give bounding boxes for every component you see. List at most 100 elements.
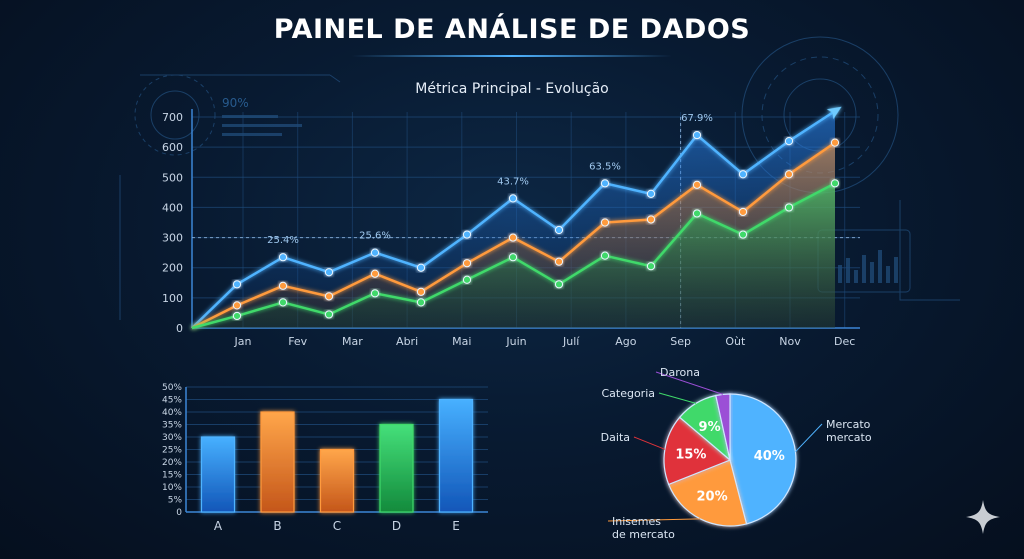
y-tick-label: 100 [162, 292, 183, 305]
data-point-orange [232, 301, 242, 310]
pie-legend-label: mercato [826, 431, 872, 444]
bar-x-tick-label: A [214, 519, 223, 533]
main-chart-y-ticks: 0 100 200 300 400 500 600 700 [162, 111, 183, 335]
data-point-orange [462, 259, 472, 268]
pie-legend-label: Darona [660, 366, 700, 379]
data-point-blue [232, 280, 242, 289]
x-tick-label: Ago [615, 335, 637, 348]
x-tick-label: Julí [562, 335, 580, 348]
y-tick-label: 300 [162, 232, 183, 245]
y-tick-label: 200 [162, 262, 183, 275]
data-point-blue [600, 179, 610, 188]
bar-a [200, 436, 236, 513]
pie-legend-label: Mercato [826, 418, 871, 431]
annotation-label: 67.9% [681, 113, 713, 124]
bar-y-tick-label: 20% [162, 458, 182, 468]
data-point-orange [416, 287, 426, 296]
x-tick-label: Juin [505, 335, 526, 348]
data-point-green [692, 209, 702, 218]
data-point-green [232, 311, 242, 321]
bar-y-tick-label: 10% [162, 483, 182, 493]
bar-chart-bars [200, 398, 474, 513]
data-point-blue [324, 268, 334, 277]
x-tick-label: Jan [234, 335, 252, 348]
data-point-green [738, 230, 748, 239]
annotation-label: 25.4% [267, 235, 299, 246]
bar-chart-x-ticks: A B C D E [214, 519, 460, 533]
main-chart-points [232, 106, 842, 321]
x-tick-label: Abri [396, 335, 418, 348]
data-point-blue [370, 248, 380, 257]
y-tick-label: 500 [162, 171, 183, 184]
bar-y-tick-label: 50% [162, 383, 182, 393]
bar-y-tick-label: 35% [162, 421, 182, 431]
data-point-blue [784, 137, 794, 146]
main-chart-x-ticks: Jan Fev Mar Abri Mai Juin Julí Ago Sep Oùt Nov Dec [234, 335, 856, 348]
y-tick-label: 700 [162, 111, 183, 124]
bar-chart-y-ticks: 0 5% 10% 15% 20% 25% 30% 35% 40% 45% 50% [162, 383, 182, 518]
bar-b [260, 411, 295, 513]
main-chart-areas [192, 111, 835, 328]
bar-d [379, 423, 414, 513]
data-point-orange [554, 257, 564, 266]
x-tick-label: Mar [342, 335, 363, 348]
pie-legend-label: de mercato [612, 528, 675, 541]
data-point-orange [324, 292, 334, 301]
pie-legend-label: Categoria [601, 387, 655, 400]
pie-chart-labels: 40% 20% 15% 9% [675, 420, 784, 504]
data-point-blue [738, 170, 748, 179]
x-tick-label: Mai [452, 335, 471, 348]
data-point-green [278, 298, 288, 307]
x-tick-label: Sep [670, 335, 691, 348]
pie-leader-line [655, 371, 724, 395]
trend-arrowhead [826, 106, 842, 120]
data-point-green [370, 289, 380, 298]
main-chart: Métrica Principal - Evolução 25.4% 25.6% 4… [162, 81, 860, 348]
bar-x-tick-label: D [392, 519, 401, 533]
data-point-orange [278, 281, 288, 290]
data-point-green [508, 253, 518, 262]
bar-c [319, 448, 355, 513]
bar-x-tick-label: B [273, 519, 281, 533]
pie-value-label: 20% [697, 489, 728, 504]
pie-legend-label: Inisemes [612, 515, 661, 528]
bar-y-tick-label: 25% [162, 446, 182, 456]
annotation-label: 63.5% [589, 161, 621, 172]
pie-legend-label: Daita [601, 431, 630, 444]
bar-y-tick-label: 30% [162, 433, 182, 443]
x-tick-label: Nov [779, 335, 801, 348]
pie-leader-line [658, 392, 697, 404]
pie-slice-red [663, 416, 732, 486]
bar-y-tick-label: 15% [162, 471, 182, 481]
title-underline [352, 55, 672, 57]
x-tick-label: Dec [834, 335, 855, 348]
data-point-blue [462, 230, 472, 239]
data-point-green [416, 298, 426, 307]
data-point-orange [738, 207, 748, 217]
bar-x-tick-label: C [333, 519, 341, 533]
data-point-blue [646, 189, 656, 198]
bar-y-tick-label: 45% [162, 396, 182, 406]
data-point-orange [508, 233, 518, 242]
annotation-label: 43.7% [497, 176, 529, 187]
data-point-orange [600, 218, 610, 227]
pie-slice-blue [729, 393, 797, 525]
x-tick-label: Fev [288, 335, 307, 348]
data-point-blue [508, 194, 518, 203]
data-point-green [830, 179, 840, 188]
main-chart-title: Métrica Principal - Evolução [415, 81, 608, 97]
data-point-orange [784, 170, 794, 179]
pie-leader-line [607, 518, 701, 522]
bar-x-tick-label: E [452, 519, 460, 533]
data-point-orange [830, 138, 840, 147]
pie-leader-line [633, 436, 666, 450]
data-point-blue [692, 130, 702, 140]
data-point-green [600, 251, 610, 260]
series-area-green [192, 183, 835, 328]
page-title: PAINEL DE ANÁLISE DE DADOS [273, 14, 751, 45]
data-point-green [462, 275, 472, 284]
